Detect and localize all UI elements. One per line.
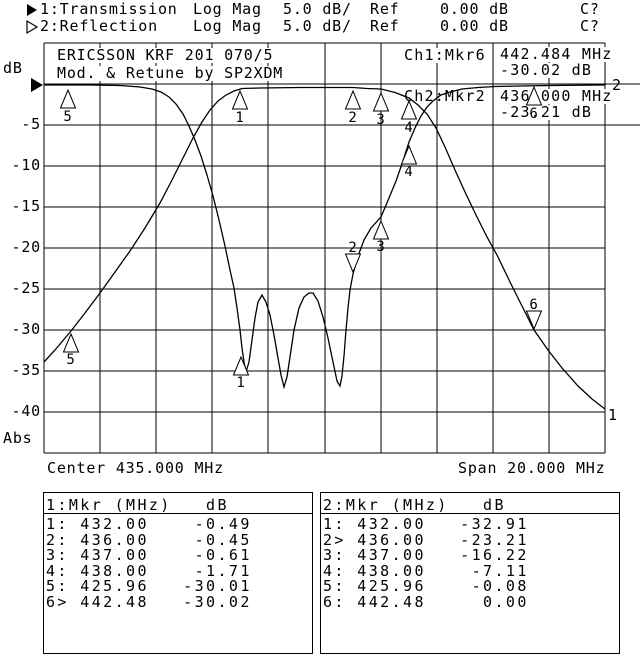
table-row: 1: 432.00 -32.91 <box>323 515 529 533</box>
ch1-marker-table: 1:Mkr (MHz) dB 1: 432.00 -0.49 2: 436.00… <box>43 492 313 654</box>
marker-number: 1 <box>236 375 245 391</box>
marker-transmission-6: 6 <box>525 297 543 331</box>
ch2-marker-table: 2:Mkr (MHz) dB 1: 432.00 -32.91 2> 436.0… <box>320 492 620 654</box>
transmission-trace <box>43 86 606 410</box>
device-title-line2: Mod. & Retune by SP2XDM <box>57 64 284 82</box>
marker-transmission-1: 1 <box>231 89 249 126</box>
channel-1-scale: 5.0 dB/ <box>283 0 352 18</box>
marker-number: 1 <box>235 110 244 126</box>
ch2-marker-level: -23.21 dB <box>500 103 593 121</box>
marker-number: 2 <box>348 110 357 126</box>
table-row: 5: 425.96 -30.01 <box>46 577 252 596</box>
marker-number: 5 <box>66 352 75 368</box>
table-row: 6> 442.48 -30.02 <box>46 592 252 611</box>
marker-reflection-2: 2 <box>344 240 362 274</box>
ch1-marker-readout-label: Ch1:Mkr6 <box>404 46 486 64</box>
device-title-line1: ERICSSON KRF 201 070/5 <box>57 46 274 64</box>
table-row: 3: 437.00 -0.61 <box>46 546 252 565</box>
table-row: 1: 432.00 -0.49 <box>46 515 252 533</box>
marker-reflection-6: 6 <box>525 85 543 122</box>
marker-transmission-4: 4 <box>400 99 418 136</box>
table-row: 4: 438.00 -1.71 <box>46 561 252 580</box>
channel-1-ref-label: Ref <box>370 0 400 18</box>
reflection-trace <box>44 84 606 390</box>
marker-number: 3 <box>376 112 385 128</box>
ch2-marker-readout-label: Ch2:Mkr2 <box>404 87 486 105</box>
channel-2-label: 2:Reflection <box>40 17 158 35</box>
channel-2-ref-value: 0.00 dB <box>440 17 509 35</box>
ch2-marker-frequency: 436.000 MHz <box>500 87 613 105</box>
x-axis-center-label: Center 435.000 MHz <box>47 459 224 477</box>
y-tick-label: -40 <box>11 402 41 420</box>
ch1-marker-table-header: 1:Mkr (MHz) dB <box>44 493 312 514</box>
channel-2-scale: 5.0 dB/ <box>283 17 352 35</box>
y-tick-label: -15 <box>11 197 41 215</box>
y-axis-unit-label: dB <box>3 59 23 77</box>
channel-1-active-arrow-icon <box>27 4 37 16</box>
ch1-marker-frequency: 442.484 MHz <box>500 45 613 63</box>
marker-number: 2 <box>348 240 357 256</box>
trace-2-end-label: 2 <box>612 76 622 94</box>
channel-1-cal-status: C? <box>580 0 600 18</box>
ch1-marker-level: -30.02 dB <box>500 61 593 79</box>
table-row: 4: 438.00 -7.11 <box>323 561 529 580</box>
marker-transmission-3: 3 <box>372 91 390 128</box>
y-tick-label: -20 <box>11 238 41 256</box>
table-row: 6: 442.48 0.00 <box>323 592 529 611</box>
marker-transmission-2: 2 <box>344 89 362 126</box>
y-tick-label: -35 <box>11 361 41 379</box>
marker-reflection-5: 5 <box>59 88 77 125</box>
marker-number: 5 <box>63 109 72 125</box>
ch2-marker-table-header: 2:Mkr (MHz) dB <box>321 493 619 514</box>
y-tick-label: -5 <box>21 115 41 133</box>
reference-level-arrow-icon <box>31 78 43 92</box>
channel-2-cal-status: C? <box>580 17 600 35</box>
y-axis-abs-label: Abs <box>3 429 33 447</box>
marker-reflection-4: 4 <box>400 144 418 180</box>
table-row: 2> 436.00 -23.21 <box>323 530 529 549</box>
channel-1-format: Log Mag <box>193 0 262 18</box>
marker-reflection-1: 1 <box>232 355 250 391</box>
y-tick-label: -10 <box>11 156 41 174</box>
channel-1-ref-value: 0.00 dB <box>440 0 509 18</box>
marker-reflection-3: 3 <box>372 219 390 255</box>
channel-1-label: 1:Transmission <box>40 0 178 18</box>
marker-transmission-5: 5 <box>62 332 80 368</box>
x-axis-span-label: Span 20.000 MHz <box>458 459 606 477</box>
table-row: 2: 436.00 -0.45 <box>46 530 252 549</box>
marker-number: 6 <box>529 297 538 313</box>
table-row: 3: 437.00 -16.22 <box>323 546 529 565</box>
channel-2-format: Log Mag <box>193 17 262 35</box>
marker-number: 4 <box>404 164 413 180</box>
marker-number: 4 <box>404 120 413 136</box>
channel-2-inactive-arrow-icon <box>26 19 39 35</box>
channel-2-ref-label: Ref <box>370 17 400 35</box>
marker-number: 6 <box>529 106 538 122</box>
y-tick-label: -30 <box>11 320 41 338</box>
y-tick-label: -25 <box>11 279 41 297</box>
trace-1-end-label: 1 <box>608 406 618 424</box>
marker-number: 3 <box>376 239 385 255</box>
table-row: 5: 425.96 -0.08 <box>323 577 529 596</box>
